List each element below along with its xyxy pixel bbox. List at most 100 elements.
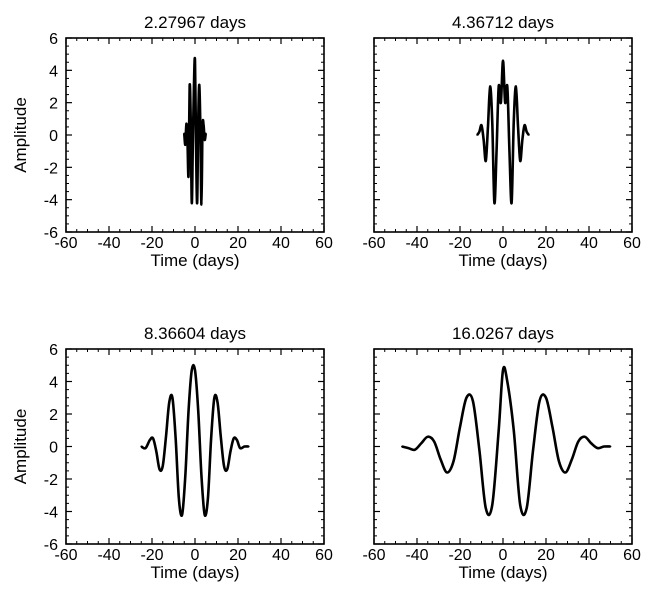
data-point: [148, 439, 151, 441]
data-point: [184, 474, 187, 477]
data-point: [210, 437, 213, 440]
chart-panel-4: 16.0267 days -60 -40 -20 0 20 40 60 Time (days): [362, 324, 641, 582]
series-line: [140, 363, 249, 517]
y-tick-label: -6: [44, 537, 58, 554]
chart-panel-3: 8.36604 days-60 -40 -20 0 20 40 606420-2-4-6Ti…: [11, 324, 333, 582]
data-point: [478, 448, 481, 451]
x-tick-label: -40: [97, 235, 120, 252]
data-point: [197, 121, 200, 123]
data-point: [420, 442, 423, 445]
x-tick-label: 40: [580, 547, 598, 564]
data-point: [181, 513, 184, 516]
y-tick-label: 4: [49, 63, 58, 80]
data-point: [204, 132, 207, 135]
chart-title: 4.36712 days: [452, 13, 554, 32]
data-point: [519, 504, 522, 506]
series-line: [182, 56, 208, 206]
x-tick-label: -60: [362, 235, 385, 252]
data-point: [558, 460, 560, 463]
y-tick-label: -6: [44, 225, 58, 242]
data-point: [478, 130, 481, 133]
y-tick-label: 6: [49, 31, 58, 48]
x-tick-label: 40: [272, 235, 290, 252]
y-tick-label: 0: [49, 128, 58, 145]
chart-panel-1: 2.27967 days-60 -40 -20 0 20 40 606420-2-4-6Ti…: [11, 13, 333, 270]
x-axis-label: Time (days): [150, 251, 239, 270]
data-point: [596, 447, 599, 450]
data-point: [497, 429, 500, 432]
data-point: [194, 59, 196, 62]
data-point: [489, 85, 491, 88]
data-point: [152, 437, 154, 440]
data-point: [185, 122, 188, 125]
data-point: [480, 124, 483, 127]
data-point: [140, 445, 143, 448]
data-point: [510, 202, 513, 204]
data-point: [426, 435, 429, 438]
data-point: [195, 147, 197, 149]
data-point: [465, 396, 468, 399]
y-axis-label: Amplitude: [11, 97, 30, 173]
data-point: [413, 448, 416, 451]
data-point: [236, 439, 238, 441]
data-point: [495, 150, 498, 153]
y-tick-label: 4: [49, 375, 58, 392]
data-point: [517, 126, 519, 128]
data-point: [155, 450, 158, 453]
x-tick-label: 0: [499, 547, 508, 564]
y-tick-label: 2: [49, 407, 58, 424]
x-tick-label: -40: [405, 547, 428, 564]
data-point: [523, 124, 526, 127]
data-point: [482, 138, 485, 141]
data-point: [184, 143, 187, 146]
data-point: [484, 507, 487, 510]
y-tick-label: -4: [44, 193, 58, 210]
data-point: [472, 400, 474, 402]
x-tick-label: 40: [580, 235, 598, 252]
data-point: [459, 426, 461, 428]
data-point: [223, 465, 225, 467]
data-point: [232, 437, 235, 440]
data-point: [200, 203, 203, 206]
data-point: [439, 458, 442, 461]
data-point: [161, 465, 164, 467]
x-tick-label: -60: [54, 235, 77, 252]
data-point: [532, 448, 534, 451]
data-point: [188, 85, 191, 88]
chart-panel-2: 4.36712 days -60 -40 -20 0 20 40 60 Time (days): [362, 13, 641, 270]
data-point: [201, 126, 204, 128]
data-point: [590, 442, 593, 445]
x-axis-label: Time (days): [458, 251, 547, 270]
x-tick-label: 60: [315, 547, 333, 564]
data-point: [491, 121, 494, 123]
data-point: [186, 140, 189, 143]
data-point: [219, 435, 222, 438]
x-tick-label: -20: [140, 547, 163, 564]
data-point: [177, 497, 180, 500]
x-tick-label: -60: [362, 547, 385, 564]
data-point: [577, 440, 580, 443]
data-point: [519, 159, 522, 162]
data-point: [247, 445, 250, 448]
x-tick-label: -40: [97, 547, 120, 564]
data-point: [158, 468, 161, 471]
x-tick-label: 0: [191, 547, 200, 564]
data-point: [216, 401, 219, 404]
x-tick-label: 0: [191, 235, 200, 252]
data-point: [570, 458, 573, 461]
data-point: [551, 426, 554, 428]
data-point: [193, 85, 195, 88]
y-tick-label: 2: [49, 96, 58, 113]
data-point: [508, 150, 511, 153]
x-tick-label: 20: [537, 235, 555, 252]
data-point: [512, 121, 515, 123]
x-tick-label: -20: [448, 235, 471, 252]
data-point: [506, 380, 509, 383]
y-axis-label: Amplitude: [11, 409, 30, 485]
data-point: [190, 202, 193, 204]
data-point: [203, 138, 206, 141]
data-point: [493, 202, 496, 204]
data-point: [484, 159, 487, 162]
x-tick-label: 0: [499, 235, 508, 252]
x-tick-label: 60: [623, 235, 641, 252]
